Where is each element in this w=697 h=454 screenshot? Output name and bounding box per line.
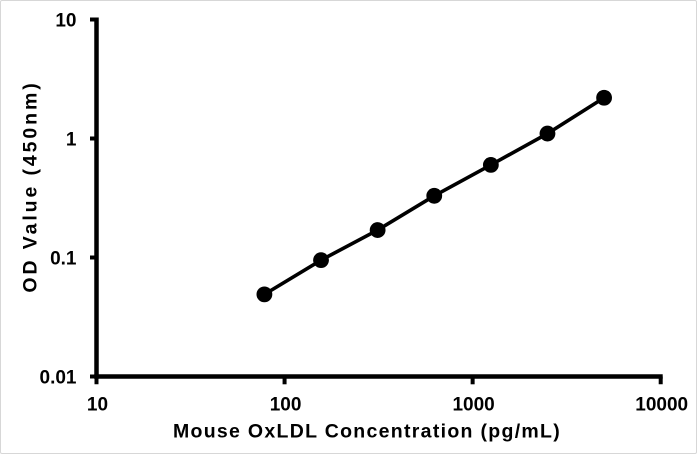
data-point-marker (313, 252, 329, 269)
y-tick-label: 1 (66, 129, 77, 150)
x-axis-title: Mouse OxLDL Concentration (pg/mL) (173, 421, 561, 443)
y-axis-title: OD Value (450nm) (20, 80, 42, 292)
y-tick-label: 0.1 (50, 248, 77, 269)
data-point-marker (256, 286, 273, 303)
x-tick-label: 1000 (452, 395, 494, 416)
data-point-marker (596, 89, 612, 106)
data-point-marker (369, 222, 386, 238)
series-layer (256, 89, 612, 303)
labels-layer: Mouse OxLDL Concentration (pg/mL) OD Val… (20, 10, 689, 442)
axes-layer (90, 17, 663, 385)
x-tick-label: 10 (87, 395, 108, 416)
data-point-marker (539, 125, 556, 142)
y-tick-label: 0.01 (40, 367, 77, 388)
x-tick-label: 10000 (635, 395, 688, 416)
data-point-marker (426, 187, 443, 204)
y-tick-label: 10 (55, 10, 76, 31)
x-tick-label: 100 (270, 395, 302, 416)
data-point-marker (482, 157, 499, 173)
